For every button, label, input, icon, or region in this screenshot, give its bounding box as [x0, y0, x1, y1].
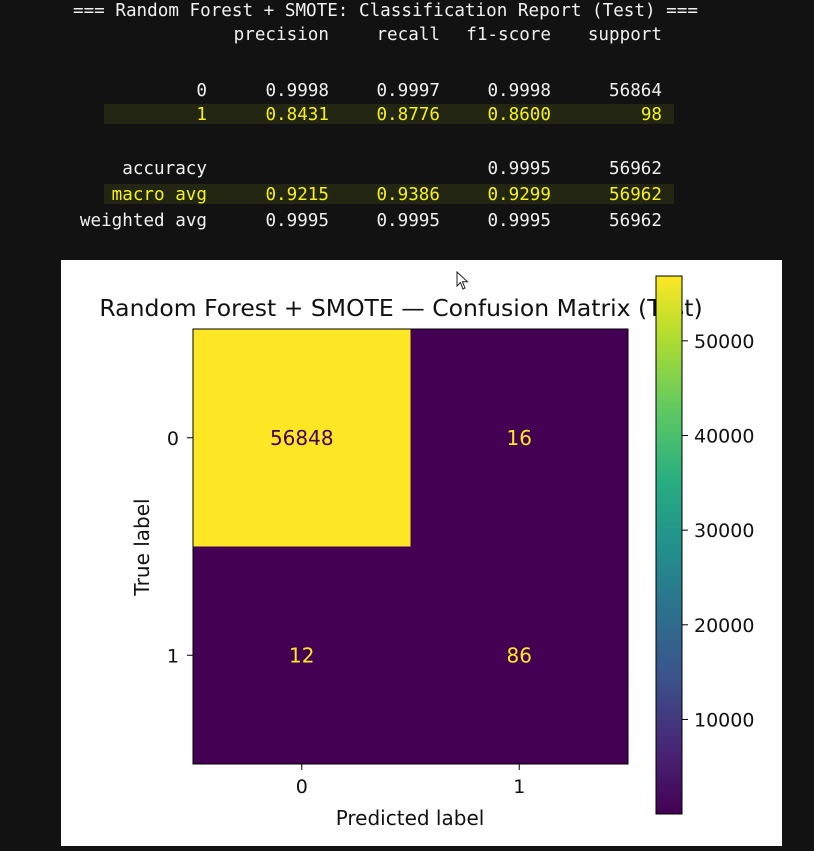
colorbar — [655, 275, 683, 815]
matrix-cell-value: 12 — [289, 643, 314, 667]
y-tick-label: 1 — [167, 645, 179, 667]
report-title: === Random Forest + SMOTE: Classificatio… — [73, 1, 698, 21]
row-support: 56962 — [609, 185, 662, 205]
report-row: macro avg 0.9215 0.9386 0.9299 56962 — [0, 184, 814, 206]
matrix-cell — [410, 546, 628, 764]
header-f1-score: f1-score — [466, 25, 551, 45]
matrix-cell — [193, 546, 411, 764]
row-f1-score: 0.9995 — [487, 211, 551, 231]
row-f1-score: 0.9299 — [487, 185, 551, 205]
header-recall: recall — [376, 25, 440, 45]
row-recall: 0.9997 — [376, 81, 440, 101]
console-output: === Random Forest + SMOTE: Classificatio… — [0, 0, 814, 250]
x-axis-label: Predicted label — [336, 806, 485, 830]
row-f1-score: 0.8600 — [487, 105, 551, 125]
row-f1-score: 0.9998 — [487, 81, 551, 101]
colorbar-tick-label: 50000 — [694, 331, 754, 353]
report-row: accuracy 0.9995 56962 — [0, 158, 814, 180]
row-support: 56962 — [609, 159, 662, 179]
colorbar-tick-label: 40000 — [694, 425, 754, 447]
y-axis-label: True label — [130, 498, 154, 596]
chart-title: Random Forest + SMOTE — Confusion Matrix… — [99, 294, 702, 322]
matrix-cell-value: 56848 — [270, 426, 334, 450]
colorbar-tick-label: 30000 — [694, 520, 754, 542]
colorbar-tick-label: 20000 — [694, 615, 754, 637]
x-tick-label: 1 — [513, 776, 525, 798]
confusion-matrix-figure: Random Forest + SMOTE — Confusion Matrix… — [61, 260, 782, 846]
colorbar-tick-label: 10000 — [694, 709, 754, 731]
row-f1-score: 0.9995 — [487, 159, 551, 179]
row-label: 1 — [196, 105, 207, 125]
matrix-cell — [193, 329, 411, 547]
report-row: 0 0.9998 0.9997 0.9998 56864 — [0, 80, 814, 102]
row-support: 98 — [640, 105, 662, 125]
row-label: macro avg — [111, 185, 207, 205]
row-label: weighted avg — [79, 211, 207, 231]
header-support: support — [587, 25, 662, 45]
matrix-frame — [192, 328, 629, 765]
row-precision: 0.9995 — [265, 211, 329, 231]
matrix-cell — [410, 329, 628, 547]
matrix-cell-value: 16 — [507, 426, 532, 450]
row-precision: 0.9215 — [265, 185, 329, 205]
report-row: weighted avg 0.9995 0.9995 0.9995 56962 — [0, 210, 814, 232]
highlight-bar-row-1 — [104, 104, 674, 124]
report-row: 1 0.8431 0.8776 0.8600 98 — [0, 104, 814, 126]
highlight-bar-macro-avg — [104, 184, 674, 204]
row-support: 56962 — [609, 211, 662, 231]
row-support: 56864 — [609, 81, 662, 101]
report-header-row: precision recall f1-score support — [0, 24, 814, 46]
y-tick-label: 0 — [167, 428, 179, 450]
row-label: accuracy — [122, 159, 207, 179]
row-recall: 0.8776 — [376, 105, 440, 125]
row-recall: 0.9386 — [376, 185, 440, 205]
row-label: 0 — [196, 81, 207, 101]
row-precision: 0.9998 — [265, 81, 329, 101]
mouse-cursor-icon — [456, 271, 469, 290]
row-recall: 0.9995 — [376, 211, 440, 231]
confusion-matrix-chart: Random Forest + SMOTE — Confusion Matrix… — [99, 275, 754, 830]
header-precision: precision — [233, 25, 329, 45]
matrix-cell-value: 86 — [507, 643, 532, 667]
row-precision: 0.8431 — [265, 105, 329, 125]
x-tick-label: 0 — [296, 776, 308, 798]
